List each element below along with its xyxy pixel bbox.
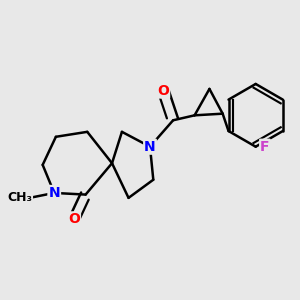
Text: N: N [48,186,60,200]
Text: F: F [260,140,270,154]
Text: N: N [144,140,156,154]
Text: CH₃: CH₃ [7,191,32,204]
Text: O: O [157,84,169,98]
Text: O: O [68,212,80,226]
